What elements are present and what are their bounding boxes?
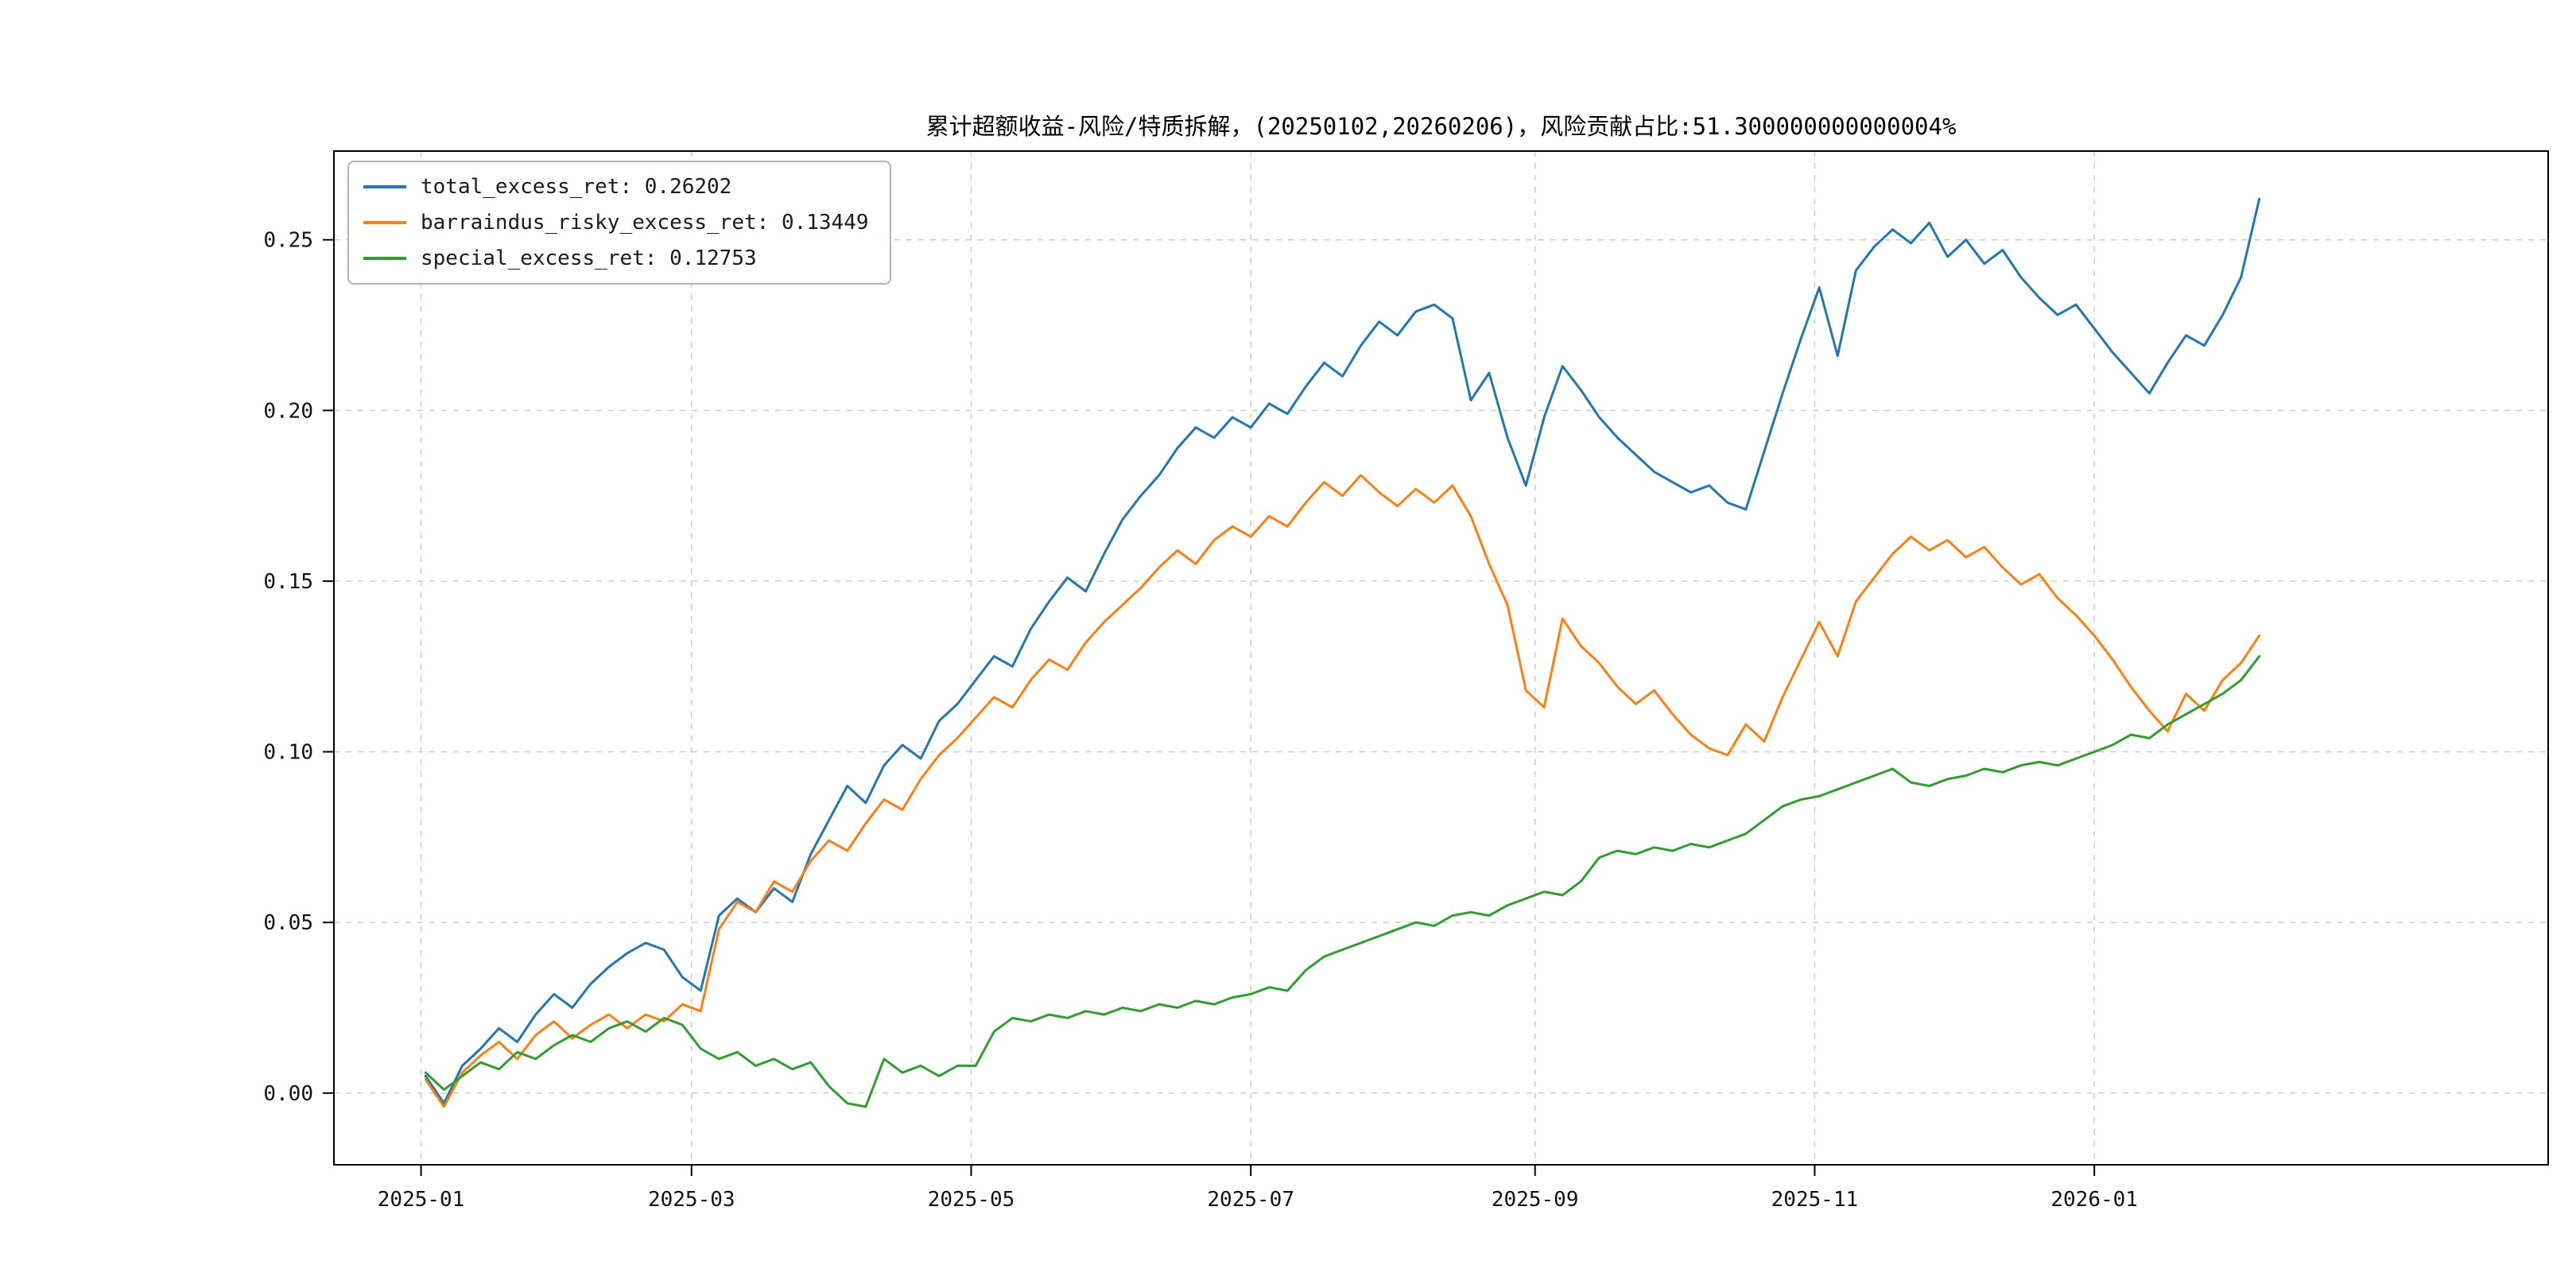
legend-item-barraindus-risky-excess-ret: barraindus_risky_excess_ret: 0.13449 [363, 211, 869, 235]
x-tick-label: 2025-01 [378, 1188, 465, 1212]
y-tick-label: 0.05 [263, 911, 313, 935]
y-tick-label: 0.00 [263, 1082, 313, 1106]
x-tick-label: 2026-01 [2050, 1188, 2138, 1212]
axes-border [333, 150, 2549, 1166]
series-line-total_excess_ret [424, 197, 2261, 1105]
legend-label-total-excess-ret: total_excess_ret: 0.26202 [421, 175, 732, 199]
legend: total_excess_ret: 0.26202 barraindus_ris… [347, 161, 891, 285]
legend-label-special-excess-ret: special_excess_ret: 0.12753 [421, 246, 757, 270]
y-tick-label: 0.15 [263, 570, 313, 594]
chart-title: 累计超额收益-风险/特质拆解，(20250102,20260206)，风险贡献占… [925, 113, 1957, 140]
legend-item-special-excess-ret: special_excess_ret: 0.12753 [363, 246, 869, 270]
legend-swatch-barraindus-risky-excess-ret [363, 221, 406, 224]
legend-item-total-excess-ret: total_excess_ret: 0.26202 [363, 175, 869, 199]
x-tick-label: 2025-05 [928, 1188, 1015, 1212]
legend-swatch-total-excess-ret [363, 185, 406, 188]
x-tick-label: 2025-11 [1771, 1188, 1859, 1212]
x-tick-label: 2025-09 [1492, 1188, 1579, 1212]
legend-label-barraindus-risky-excess-ret: barraindus_risky_excess_ret: 0.13449 [421, 211, 869, 235]
y-tick-label: 0.25 [263, 229, 313, 253]
series-line-barraindus_risky_excess_ret [424, 474, 2261, 1108]
x-tick-label: 2025-03 [648, 1188, 735, 1212]
x-tick-label: 2025-07 [1207, 1188, 1294, 1212]
y-tick-label: 0.20 [263, 399, 313, 423]
y-tick-label: 0.10 [263, 741, 313, 765]
legend-swatch-special-excess-ret [363, 257, 406, 260]
series-line-special_excess_ret [424, 654, 2261, 1108]
